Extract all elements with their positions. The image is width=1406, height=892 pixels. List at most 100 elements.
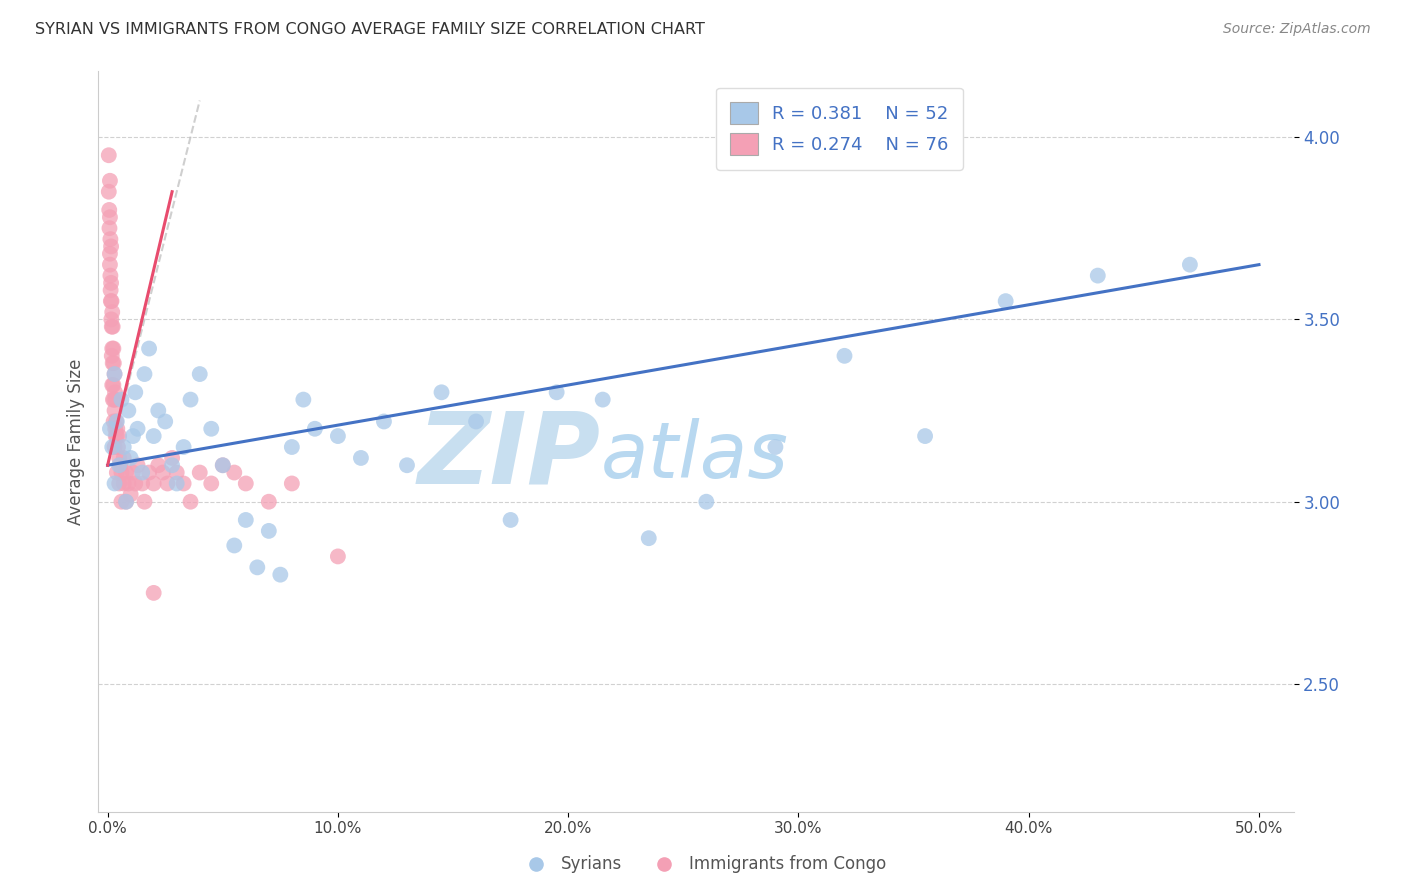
Point: [105, 415, 128, 429]
Point: [257, 524, 280, 538]
Point: [292, 392, 315, 407]
Point: [97, 185, 120, 199]
Point: [98, 202, 121, 217]
Point: [103, 476, 125, 491]
Point: [101, 305, 124, 319]
Point: [834, 349, 856, 363]
Point: [103, 378, 125, 392]
Point: [160, 450, 183, 465]
Point: [224, 466, 246, 480]
Text: SYRIAN VS IMMIGRANTS FROM CONGO AVERAGE FAMILY SIZE CORRELATION CHART: SYRIAN VS IMMIGRANTS FROM CONGO AVERAGE …: [35, 22, 704, 37]
Point: [326, 429, 349, 443]
Point: [100, 283, 122, 297]
Point: [166, 466, 188, 480]
Point: [914, 429, 936, 443]
Point: [1178, 258, 1201, 272]
Point: [117, 476, 139, 491]
Point: [166, 476, 188, 491]
Point: [115, 494, 138, 508]
Point: [104, 422, 127, 436]
Point: [127, 458, 149, 473]
Point: [103, 356, 125, 370]
Point: [98, 258, 121, 272]
Point: [430, 385, 453, 400]
Point: [107, 440, 129, 454]
Point: [224, 539, 246, 553]
Point: [100, 268, 122, 283]
Point: [173, 440, 195, 454]
Point: [160, 458, 183, 473]
Point: [592, 392, 614, 407]
Point: [124, 476, 146, 491]
Point: [110, 494, 132, 508]
Point: [112, 476, 135, 491]
Point: [117, 403, 139, 417]
Point: [103, 342, 125, 356]
Point: [103, 392, 125, 407]
Point: [1087, 268, 1109, 283]
Point: [105, 466, 128, 480]
Point: [211, 458, 233, 473]
Point: [235, 476, 257, 491]
Point: [103, 403, 125, 417]
Point: [637, 531, 659, 545]
Point: [131, 466, 153, 480]
Point: [100, 239, 122, 253]
Point: [101, 392, 124, 407]
Point: [115, 466, 138, 480]
Point: [131, 476, 153, 491]
Point: [152, 466, 174, 480]
Text: atlas: atlas: [600, 418, 789, 494]
Point: [101, 440, 124, 454]
Point: [765, 440, 787, 454]
Point: [134, 367, 156, 381]
Point: [138, 466, 160, 480]
Point: [304, 422, 326, 436]
Point: [148, 458, 170, 473]
Legend: R = 0.381    N = 52, R = 0.274    N = 76: R = 0.381 N = 52, R = 0.274 N = 76: [716, 87, 963, 169]
Point: [105, 415, 128, 429]
Point: [104, 385, 127, 400]
Point: [103, 415, 125, 429]
Point: [465, 415, 488, 429]
Point: [235, 513, 257, 527]
Point: [326, 549, 349, 564]
Point: [395, 458, 418, 473]
Point: [122, 466, 145, 480]
Point: [101, 356, 124, 370]
Point: [98, 221, 121, 235]
Point: [110, 392, 132, 407]
Point: [148, 403, 170, 417]
Point: [112, 440, 135, 454]
Legend: Syrians, Immigrants from Congo: Syrians, Immigrants from Congo: [513, 848, 893, 880]
Point: [188, 367, 211, 381]
Point: [124, 385, 146, 400]
Point: [257, 494, 280, 508]
Point: [142, 476, 165, 491]
Point: [100, 319, 122, 334]
Point: [211, 458, 233, 473]
Point: [200, 476, 222, 491]
Point: [108, 458, 131, 473]
Point: [98, 246, 121, 260]
Point: [100, 276, 122, 290]
Point: [101, 319, 124, 334]
Point: [127, 422, 149, 436]
Point: [499, 513, 522, 527]
Point: [200, 422, 222, 436]
Point: [103, 367, 125, 381]
Point: [98, 174, 121, 188]
Point: [188, 466, 211, 480]
Text: ZIP: ZIP: [418, 408, 600, 505]
Point: [115, 494, 138, 508]
Point: [108, 429, 131, 443]
Point: [112, 450, 135, 465]
Point: [173, 476, 195, 491]
Point: [269, 567, 291, 582]
Point: [98, 211, 121, 225]
Point: [101, 342, 124, 356]
Point: [350, 450, 373, 465]
Text: Source: ZipAtlas.com: Source: ZipAtlas.com: [1223, 22, 1371, 37]
Point: [100, 294, 122, 309]
Point: [180, 494, 202, 508]
